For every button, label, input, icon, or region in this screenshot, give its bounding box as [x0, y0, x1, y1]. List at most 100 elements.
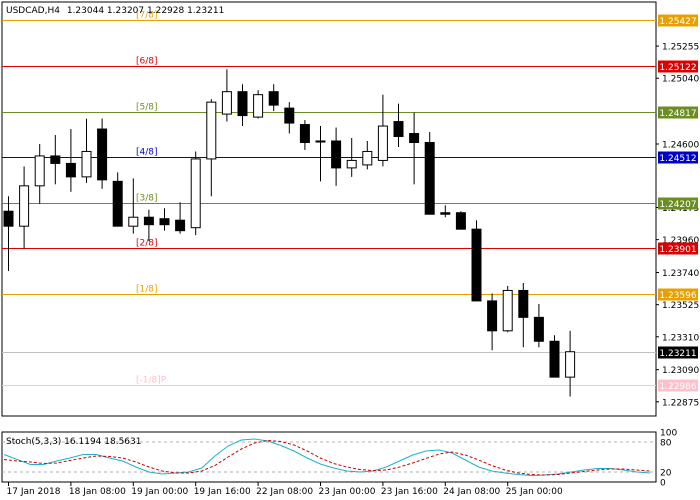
candle-body-3 [50, 155, 61, 164]
candle-body-29 [455, 212, 466, 230]
candle-body-30 [471, 228, 482, 302]
candle-body-11 [175, 219, 186, 232]
murrey-tag-bg-3 [658, 151, 698, 164]
murrey-tag-bg-5 [658, 242, 698, 255]
murrey-levels: [7/8] [6/8] [5/8] [4/8] [3/8] [2/8] [1/8] [-1/8… [2, 11, 656, 386]
murrey-tag-6: 1.23596 [659, 291, 696, 301]
candle-body-25 [393, 121, 404, 138]
time-tick-label-6: 23 Jan 16:00 [381, 487, 438, 497]
candle-body-23 [362, 150, 373, 166]
price-tick-label-2: 1.24600 [662, 140, 699, 150]
price-tick-label-6: 1.23525 [662, 301, 699, 311]
ohlc-values: 1.23044 1.23207 1.22928 1.23211 [67, 6, 224, 16]
candle-body-36 [565, 351, 576, 378]
murrey-tag-2: 1.24817 [659, 109, 696, 119]
candle-body-24 [377, 125, 388, 161]
candles [3, 69, 576, 397]
time-tick-label-8: 25 Jan 00:00 [506, 487, 563, 497]
price-tags: 1.25427 1.25122 1.24817 1.24512 1.24207 1.239… [658, 14, 698, 392]
candle-body-2 [34, 155, 45, 187]
murrey-label-4: [3/8] [136, 194, 158, 204]
candle-body-1 [19, 185, 30, 227]
price-tick-label-7: 1.23310 [662, 333, 699, 343]
murrey-tag-0: 1.25427 [659, 17, 696, 27]
candle-body-5 [81, 150, 92, 178]
murrey-tag-4: 1.24207 [659, 200, 696, 210]
candle-body-14 [221, 91, 232, 115]
current-price-tag-bg [658, 346, 698, 359]
stochastic-levels [2, 441, 656, 473]
murrey-tag-bg-0 [658, 14, 698, 27]
murrey-tag-bg-4 [658, 197, 698, 210]
murrey-label-6: [1/8] [136, 285, 158, 295]
main-price-pane[interactable]: [7/8] [6/8] [5/8] [4/8] [3/8] [2/8] [1/8] [-1/8… [1, 1, 699, 417]
candle-body-9 [143, 216, 154, 226]
stochastic-label: Stoch(5,3,3) 16.1194 18.5631 [6, 437, 141, 447]
candle-body-4 [65, 162, 76, 178]
candle-body-31 [487, 300, 498, 332]
time-tick-label-2: 19 Jan 00:00 [131, 487, 188, 497]
time-tick-label-3: 19 Jan 16:00 [194, 487, 251, 497]
candle-body-17 [268, 91, 279, 106]
stoch-signal-line [3, 439, 651, 476]
candle-body-16 [253, 94, 264, 118]
candle-body-8 [128, 216, 139, 227]
murrey-label-1: [6/8] [136, 57, 158, 67]
candle-body-12 [190, 158, 201, 229]
candle-body-35 [549, 340, 560, 378]
murrey-label-3: [4/8] [136, 148, 158, 158]
symbol-label: USDCAD,H4 [6, 6, 60, 16]
murrey-tag-bg-6 [658, 288, 698, 301]
symbol-header: USDCAD,H4 1.23044 1.23207 1.22928 1.2321… [6, 6, 224, 16]
murrey-tag-7: 1.22986 [659, 382, 696, 392]
candle-body-19 [299, 124, 310, 143]
murrey-tag-1: 1.25122 [659, 63, 696, 73]
time-tick-label-7: 24 Jan 08:00 [443, 487, 500, 497]
candle-body-28 [440, 212, 451, 215]
time-tick-label-4: 22 Jan 08:00 [256, 487, 313, 497]
murrey-label-5: [2/8] [136, 239, 158, 249]
candle-body-26 [409, 133, 420, 143]
time-tick-label-5: 23 Jan 00:00 [319, 487, 376, 497]
murrey-tag-3: 1.24512 [659, 154, 696, 164]
price-tick-label-0: 1.25255 [662, 43, 699, 53]
time-axis[interactable]: 17 Jan 2018 18 Jan 08:00 19 Jan 00:00 19 Ja… [7, 482, 563, 497]
price-tick-label-1: 1.25040 [662, 75, 699, 85]
stochastic-lines [3, 438, 651, 477]
murrey-label-2: [5/8] [136, 103, 158, 113]
candle-body-10 [159, 218, 170, 226]
candle-body-34 [533, 316, 544, 342]
murrey-tag-5: 1.23901 [659, 245, 696, 255]
candle-body-7 [112, 180, 123, 227]
stoch-axis-label-0: 100 [660, 429, 677, 439]
candle-body-18 [284, 107, 295, 124]
stoch-axis-label-2: 20 [660, 469, 672, 479]
price-tick-label-4: 1.23960 [662, 236, 699, 246]
candle-body-15 [237, 91, 248, 117]
candle-body-33 [518, 289, 529, 318]
stoch-axis-label-3: 0 [660, 479, 666, 489]
candle-body-27 [424, 141, 435, 215]
murrey-tag-bg-2 [658, 106, 698, 119]
murrey-tag-bg-7 [658, 379, 698, 392]
price-tick-label-5: 1.23740 [662, 269, 699, 279]
time-tick-label-0: 17 Jan 2018 [7, 487, 61, 497]
candle-body-20 [315, 140, 326, 143]
candle-body-0 [3, 210, 14, 227]
murrey-label-0: [7/8] [136, 11, 158, 21]
murrey-label-7: [-1/8]P [136, 376, 167, 386]
main-pane-frame [1, 1, 657, 417]
price-tick-label-8: 1.23090 [662, 366, 699, 376]
candle-body-32 [502, 289, 513, 332]
current-price-tag: 1.23211 [659, 349, 696, 359]
time-tick-label-1: 18 Jan 08:00 [69, 487, 126, 497]
price-tick-label-9: 1.22875 [662, 398, 699, 408]
candle-body-6 [97, 128, 108, 181]
candle-body-22 [346, 159, 357, 169]
murrey-tag-bg-1 [658, 60, 698, 73]
stoch-axis-label-1: 80 [660, 439, 672, 449]
candle-body-21 [331, 140, 342, 169]
